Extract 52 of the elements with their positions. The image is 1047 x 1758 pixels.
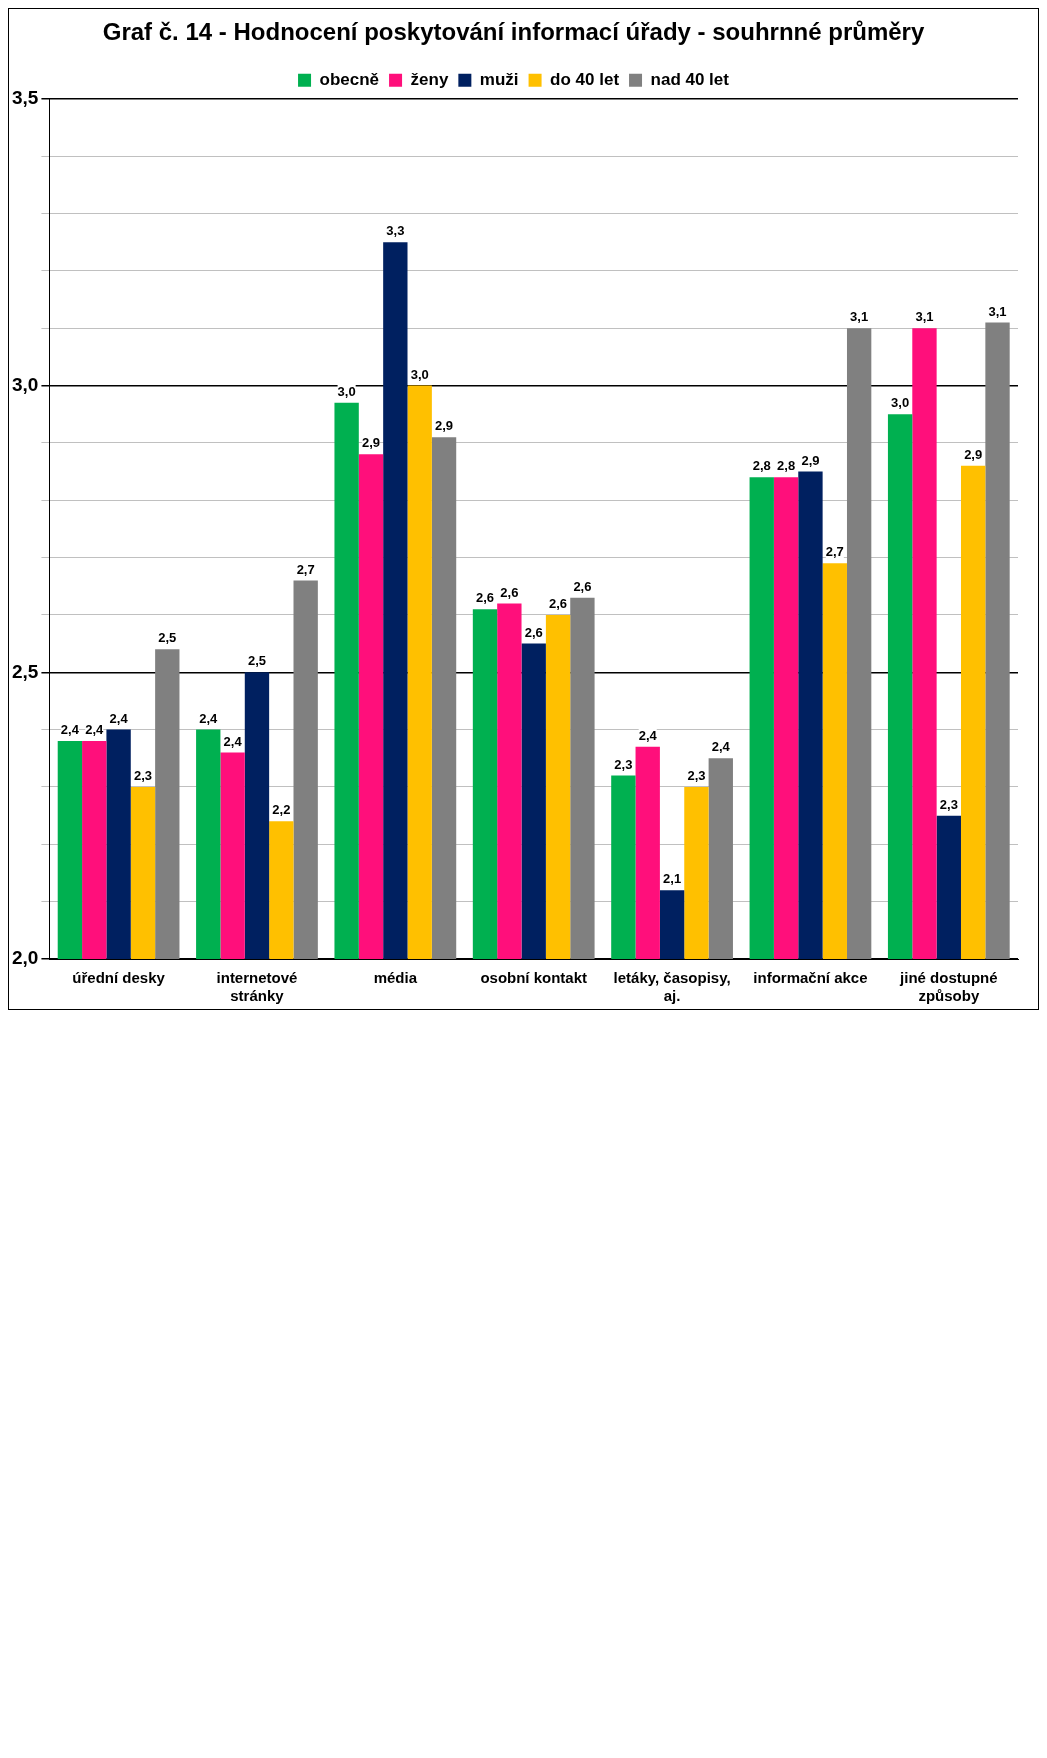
y-tick-label: 3,5 <box>11 87 39 109</box>
data-label: 2,1 <box>663 871 682 887</box>
legend-label: do 40 let <box>550 69 620 89</box>
data-label: 2,6 <box>549 596 568 611</box>
data-label: 2,7 <box>296 561 315 577</box>
legend-label: nad 40 let <box>650 69 730 89</box>
y-tick-label: 2,0 <box>11 947 39 969</box>
data-label: 3,1 <box>988 303 1007 319</box>
data-label: 2,7 <box>825 544 844 560</box>
data-label: 2,5 <box>158 630 177 646</box>
x-tick-label: jiné dostupné způsoby <box>899 969 998 1005</box>
data-label: 2,9 <box>361 435 381 451</box>
data-label: 2,4 <box>638 727 658 743</box>
data-label: 2,5 <box>247 653 267 669</box>
data-label: 2,9 <box>964 446 983 462</box>
x-tick-label: internetové stránky <box>216 969 298 1005</box>
data-label: 2,2 <box>272 802 291 818</box>
data-label: 2,9 <box>435 418 454 434</box>
chart-title: Graf č. 14 - Hodnocení poskytování informací úřady - souhrnné průměry <box>102 18 925 46</box>
x-tick-label: letáky, časopisy, aj. <box>613 969 731 1005</box>
data-label: 2,4 <box>109 710 129 726</box>
data-label: 2,3 <box>939 796 958 812</box>
data-label: 2,9 <box>801 452 820 468</box>
data-label: 2,6 <box>524 624 543 640</box>
x-tick-label: média <box>373 969 418 987</box>
data-label: 3,1 <box>915 309 934 325</box>
data-label: 3,0 <box>337 383 356 399</box>
data-label: 2,6 <box>500 584 519 600</box>
data-label: 2,6 <box>573 578 592 594</box>
data-label: 2,3 <box>687 768 706 784</box>
x-tick-label: osobní kontakt <box>480 969 588 987</box>
data-label: 2,4 <box>199 710 219 726</box>
data-label: 2,4 <box>60 722 80 738</box>
data-label: 2,4 <box>223 733 243 749</box>
data-label: 2,4 <box>711 739 731 755</box>
legend-label: obecně <box>319 69 380 89</box>
data-label: 2,3 <box>614 756 633 772</box>
data-label: 3,0 <box>891 395 910 411</box>
x-tick-label: informační akce <box>753 969 868 987</box>
y-tick-label: 3,0 <box>11 373 39 395</box>
x-tick-label: úřední desky <box>72 969 166 987</box>
data-label: 3,1 <box>850 309 869 325</box>
legend-label: muži <box>479 69 519 89</box>
data-label: 2,3 <box>133 768 152 784</box>
data-label: 2,8 <box>752 458 771 474</box>
data-label: 2,8 <box>777 458 796 474</box>
data-label: 2,6 <box>475 590 495 606</box>
data-label: 3,3 <box>386 223 405 239</box>
legend-label: ženy <box>410 69 449 89</box>
y-tick-label: 2,5 <box>11 660 39 682</box>
data-label: 2,4 <box>85 722 105 738</box>
data-label: 3,0 <box>410 366 429 382</box>
